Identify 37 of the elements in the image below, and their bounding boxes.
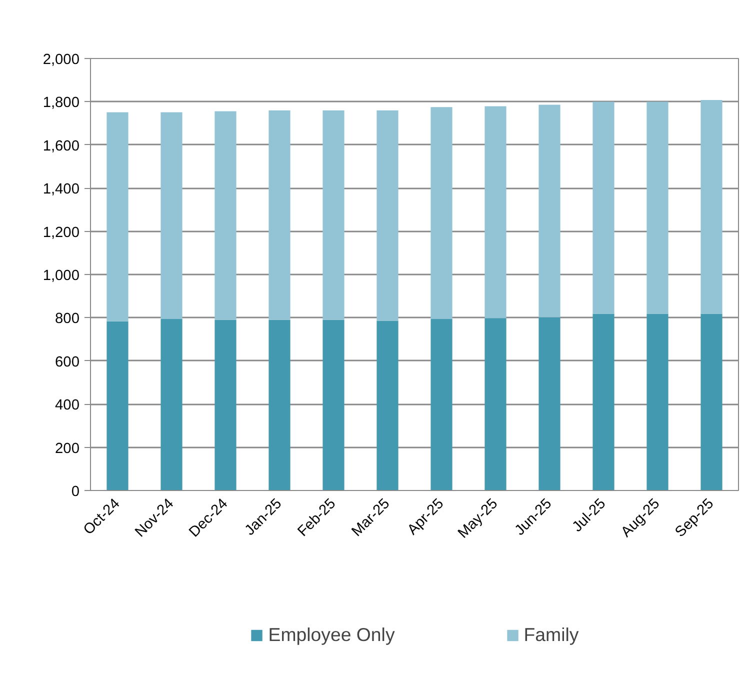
bar xyxy=(700,314,722,490)
y-tick-label: 200 xyxy=(55,440,80,457)
y-tick-label: 2,000 xyxy=(42,52,80,68)
bar xyxy=(214,111,236,320)
bar xyxy=(430,318,452,490)
bar xyxy=(376,110,398,321)
bar xyxy=(268,320,290,490)
bar xyxy=(430,107,452,319)
bar xyxy=(160,112,182,319)
bar xyxy=(268,110,290,320)
bar xyxy=(646,314,668,490)
y-tick-label: 1,200 xyxy=(42,224,80,241)
y-tick-label: 800 xyxy=(55,311,80,328)
legend-label: Family xyxy=(524,624,579,646)
bar xyxy=(214,320,236,490)
bar xyxy=(484,318,506,490)
bar xyxy=(700,100,722,314)
y-tick-label: 600 xyxy=(55,354,80,370)
bar xyxy=(592,102,614,314)
bar xyxy=(538,317,560,490)
bar xyxy=(322,110,344,320)
bar xyxy=(106,112,128,322)
bar xyxy=(160,318,182,490)
bar xyxy=(106,321,128,490)
bar xyxy=(322,320,344,490)
legend-label: Employee Only xyxy=(268,624,395,646)
y-tick-label: 0 xyxy=(71,484,80,500)
y-tick-label: 1,600 xyxy=(42,138,80,154)
y-tick-label: 400 xyxy=(55,398,80,414)
bar xyxy=(592,314,614,490)
bar xyxy=(484,106,506,318)
bar xyxy=(376,320,398,490)
bar xyxy=(538,104,560,318)
bar xyxy=(646,102,668,314)
y-tick-label: 1,400 xyxy=(42,182,80,198)
y-tick-label: 1,800 xyxy=(42,95,80,112)
y-tick-label: 1,000 xyxy=(42,268,80,284)
